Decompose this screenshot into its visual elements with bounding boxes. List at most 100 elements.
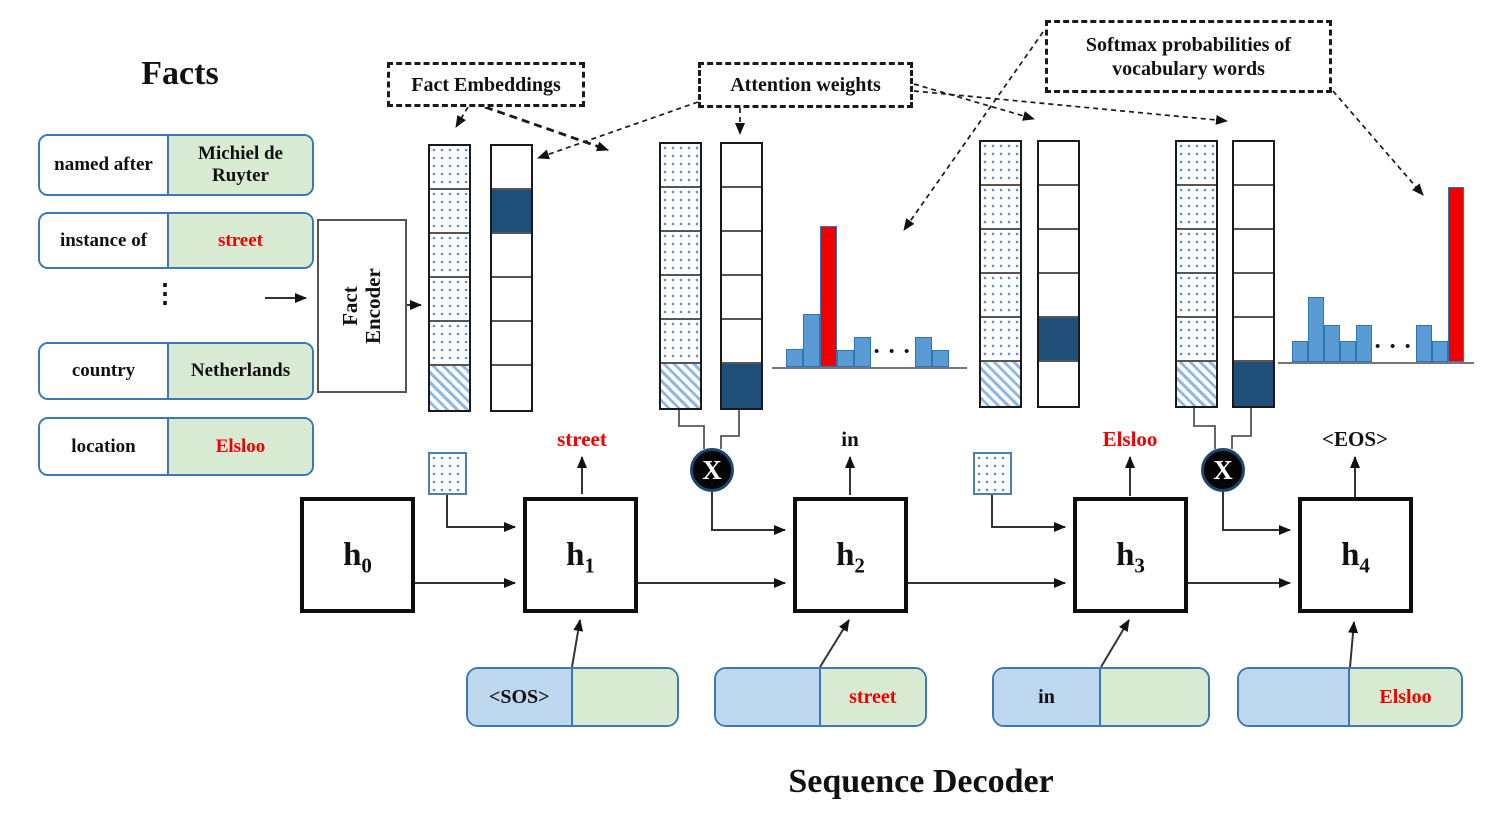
bracket-att4-to-x2 [1231, 406, 1252, 449]
embedding-cell-dots [1177, 142, 1216, 186]
fact-attribute-cell: location [40, 419, 169, 474]
fact-attribute-cell: named after [40, 136, 169, 194]
fact-embedding-column [428, 144, 471, 412]
attention-cell [1234, 230, 1273, 274]
output-word: street [557, 427, 607, 451]
attention-cell [1039, 230, 1078, 274]
softmax-chart: • • • [772, 226, 967, 369]
attention-weights-label-text: Attention weights [730, 74, 881, 96]
attention-cell-active [492, 190, 531, 234]
softmax-bar [1356, 325, 1372, 362]
input-token-left-half [1239, 669, 1350, 725]
state-label: h3 [1116, 536, 1145, 578]
embedding-cell-dots [981, 230, 1020, 274]
fact-encoder-label-line1: Fact [337, 286, 362, 326]
arrow-attw-to-col3 [913, 83, 1035, 121]
fact-row: location Elsloo [38, 417, 314, 476]
state-subscript: 1 [584, 553, 595, 578]
input-token-right-half [1101, 669, 1208, 725]
decoder-state-h0: h0 [300, 497, 415, 613]
state-label: h2 [836, 536, 865, 578]
attention-cell [722, 276, 761, 320]
attention-cell [1234, 318, 1273, 362]
embedding-cell-hatch [1177, 362, 1216, 406]
softmax-bar [932, 350, 950, 367]
softmax-bar [1292, 341, 1308, 362]
attention-cell [1234, 186, 1273, 230]
decoder-state-h1: h1 [523, 497, 638, 613]
attention-cell [722, 320, 761, 364]
embedding-cell-dots [981, 142, 1020, 186]
fact-encoder-label-line2: Encoder [360, 268, 385, 344]
embedding-cell-dots [981, 186, 1020, 230]
state-subscript: 2 [854, 553, 865, 578]
softmax-bar [1308, 297, 1324, 362]
arrow-softmax-to-chart2 [1332, 90, 1424, 196]
fact-value-cell: Netherlands [169, 344, 312, 398]
state-subscript: 4 [1359, 553, 1370, 578]
embedding-cell-dots [430, 146, 469, 190]
attention-weights-column [490, 144, 533, 412]
embedding-cell-dots [661, 232, 700, 276]
embedding-cell-dots [1177, 186, 1216, 230]
arrow-context2-to-h3 [991, 495, 1066, 532]
attention-cell [1039, 142, 1078, 186]
softmax-bar [803, 314, 820, 367]
input-token-right-half: Elsloo [1350, 669, 1461, 725]
state-label: h4 [1341, 536, 1370, 578]
softmax-bar-selected [820, 226, 837, 367]
embedding-cell-dots [981, 274, 1020, 318]
input-token-left-half [716, 669, 821, 725]
embedding-cell-hatch [430, 366, 469, 410]
facts-title: Facts [141, 55, 219, 92]
softmax-bar [1324, 325, 1340, 362]
fact-value-cell: street [169, 214, 312, 267]
fact-encoder-label: Fact Encoder [337, 268, 385, 344]
attention-cell [722, 144, 761, 188]
fact-value-cell: Elsloo [169, 419, 312, 474]
softmax-probabilities-label: Softmax probabilities of vocabulary word… [1045, 20, 1332, 93]
arrow-attw-to-col4 [913, 90, 1228, 125]
attention-weights-column [1037, 140, 1080, 408]
arrow-factemb-to-col1 [455, 106, 469, 128]
fact-embedding-column [979, 140, 1022, 408]
attention-cell-active [722, 364, 761, 408]
embedding-cell-dots [981, 318, 1020, 362]
embedding-cell-dots [430, 322, 469, 366]
softmax-label-line2: vocabulary words [1112, 57, 1265, 80]
arrow-context1-to-h1 [446, 495, 516, 532]
softmax-bar [854, 337, 871, 367]
fact-row: named after Michiel de Ruyter [38, 134, 314, 196]
embedding-cell-dots [1177, 274, 1216, 318]
attention-cell [492, 146, 531, 190]
fact-attribute-cell: instance of [40, 214, 169, 267]
fact-embedding-column [1175, 140, 1218, 408]
facts-ellipsis: ⋮ [152, 279, 178, 308]
arrow-input2-to-h2 [819, 619, 850, 668]
chart-ellipsis: • • • [874, 344, 913, 360]
arrow-input1-to-h1 [571, 619, 584, 668]
arrow-input4-to-h4 [1348, 621, 1359, 668]
attention-cell [1039, 362, 1078, 406]
decoder-state-h2: h2 [793, 497, 908, 613]
input-token-right-half: street [820, 669, 925, 725]
embedding-cell-dots [661, 276, 700, 320]
embedding-cell-hatch [661, 364, 700, 408]
chart-bars: • • • [1292, 187, 1465, 362]
attention-cell [1039, 274, 1078, 318]
arrow-x2-to-h4 [1222, 492, 1291, 535]
embedding-cell-dots [1177, 318, 1216, 362]
sequence-decoder-title: Sequence Decoder [788, 763, 1054, 800]
arrow-input3-to-h3 [1100, 619, 1130, 668]
attention-cell [722, 232, 761, 276]
attention-cell [1234, 274, 1273, 318]
state-subscript: 3 [1134, 553, 1145, 578]
attention-cell [492, 366, 531, 410]
softmax-bar [786, 349, 803, 367]
output-word: in [841, 427, 859, 451]
chart-bars: • • • [786, 226, 950, 367]
attention-cell [492, 234, 531, 278]
attention-cell [1234, 142, 1273, 186]
fact-row: country Netherlands [38, 342, 314, 400]
